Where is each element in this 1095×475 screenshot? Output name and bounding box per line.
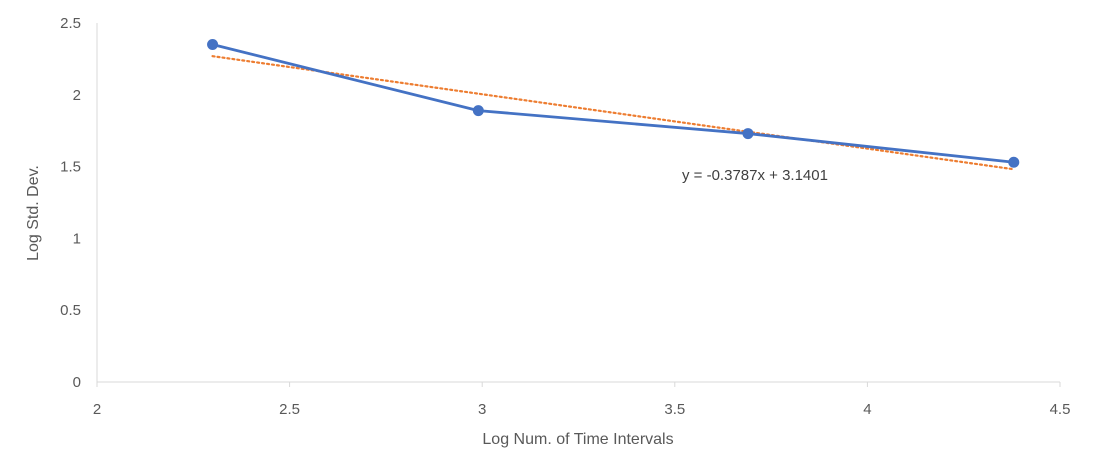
- y-tick-label: 1: [73, 230, 81, 247]
- y-tick-label: 0.5: [60, 302, 81, 319]
- trendline-equation: y = -0.3787x + 3.1401: [682, 167, 828, 184]
- x-tick-label: 4: [863, 401, 871, 418]
- y-tick-labels: 0 0.5 1 1.5 2 2.5: [60, 15, 81, 391]
- x-tick-label: 3.5: [664, 401, 685, 418]
- y-tick-label: 2: [73, 87, 81, 104]
- x-tick-label: 4.5: [1050, 401, 1071, 418]
- y-tick-label: 2.5: [60, 15, 81, 32]
- trendline: [211, 55, 1015, 171]
- axes: [96, 23, 1060, 383]
- series-line: [212, 43, 1014, 164]
- series-group: [207, 39, 1020, 168]
- x-tick-label: 3: [478, 401, 486, 418]
- x-tick-labels: 2 2.5 3 3.5 4 4.5: [93, 382, 1071, 418]
- x-tick-label: 2.5: [279, 401, 300, 418]
- y-tick-label: 1.5: [60, 159, 81, 176]
- y-axis-title: Log Std. Dev.: [25, 165, 42, 261]
- data-point: [207, 39, 219, 51]
- x-tick-label: 2: [93, 401, 101, 418]
- y-tick-label: 0: [73, 374, 81, 391]
- x-axis-title: Log Num. of Time Intervals: [482, 431, 673, 448]
- data-point: [742, 128, 754, 140]
- data-point: [472, 105, 484, 117]
- data-point: [1008, 156, 1020, 168]
- trendline-group: [211, 55, 1015, 171]
